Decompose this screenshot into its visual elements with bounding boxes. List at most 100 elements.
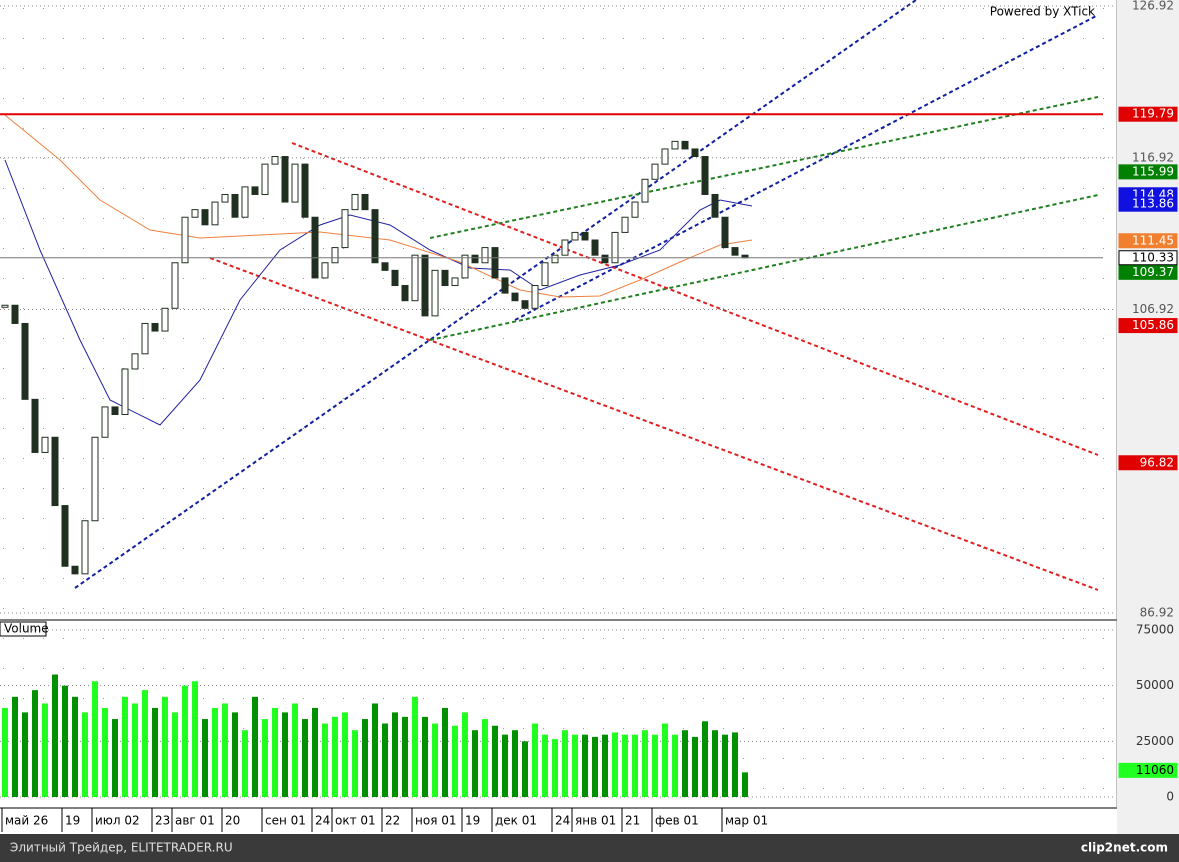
price-bar: [201, 209, 209, 226]
volume-bar: [552, 739, 558, 797]
volume-bar: [12, 696, 18, 797]
volume-bar: [472, 730, 478, 797]
last-volume-tag: 11060: [1136, 763, 1174, 777]
y-tick-label: 25000: [1136, 734, 1174, 748]
x-tick-label: 24: [315, 814, 330, 828]
price-bar: [671, 140, 679, 150]
price-bar: [311, 216, 319, 279]
x-tick-label: 20: [225, 814, 240, 828]
price-bar: [61, 505, 69, 567]
price-bar: [571, 231, 579, 241]
volume-bar: [612, 732, 618, 797]
price-bar: [601, 254, 609, 264]
price-bar: [361, 193, 369, 211]
volume-bar: [282, 712, 288, 797]
volume-bar: [522, 741, 528, 797]
volume-bar: [682, 730, 688, 797]
price-tag: 119.79: [1132, 107, 1174, 121]
volume-bar: [512, 730, 518, 797]
y-tick-label: 0: [1166, 790, 1174, 804]
x-tick-label: 24: [555, 814, 570, 828]
price-bar: [241, 186, 249, 218]
volume-bar: [482, 719, 488, 797]
volume-bar: [352, 730, 358, 797]
price-bar: [471, 254, 479, 264]
y-tick-label: 116.92: [1132, 150, 1174, 164]
price-bar: [151, 322, 159, 332]
volume-bar: [402, 716, 408, 797]
price-tag: 115.99: [1132, 164, 1174, 178]
price-bar: [81, 520, 89, 575]
price-tag: 105.86: [1132, 318, 1174, 332]
price-bar: [221, 193, 229, 203]
volume-bar: [242, 730, 248, 797]
last-volume-tag-box: [1118, 762, 1178, 778]
price-bar: [441, 269, 449, 287]
price-bar: [511, 292, 519, 302]
price-bar: [431, 269, 439, 317]
price-bar: [351, 193, 359, 211]
volume-bar: [342, 712, 348, 797]
price-bar: [381, 262, 389, 271]
price-bar: [331, 247, 339, 264]
y-tick-label: 50000: [1136, 678, 1174, 692]
price-bar: [551, 254, 559, 264]
price-bar: [1, 304, 9, 308]
volume-bar: [722, 734, 728, 797]
volume-bar: [362, 719, 368, 797]
price-bar: [591, 239, 599, 256]
price-bar: [371, 209, 379, 264]
price-bar: [21, 322, 29, 400]
volume-bar: [302, 719, 308, 797]
volume-bar: [92, 681, 98, 797]
volume-bar: [622, 734, 628, 797]
volume-bar: [562, 730, 568, 797]
volume-bar: [542, 734, 548, 797]
volume-bar: [742, 772, 748, 797]
price-bar: [291, 163, 299, 203]
price-tag: 109.37: [1132, 265, 1174, 279]
volume-bar: [32, 690, 38, 797]
trend-lines: [74, 0, 1099, 591]
volume-bar: [172, 712, 178, 797]
volume-bar: [452, 725, 458, 797]
volume-bar: [272, 707, 278, 797]
price-bar: [131, 353, 139, 370]
volume-bar: [602, 734, 608, 797]
volume-bar: [62, 685, 68, 797]
price-bar: [521, 300, 529, 309]
price-bar: [51, 436, 59, 507]
price-bar: [721, 216, 729, 249]
axis-panel: [1117, 0, 1179, 834]
volume-bar: [412, 696, 418, 797]
footer-site: Элитный Трейдер, ELITETRADER.RU: [10, 841, 233, 855]
price-bar: [101, 406, 109, 438]
volume-bar: [592, 736, 598, 797]
volume-bar: [102, 707, 108, 797]
volume-bar: [502, 734, 508, 797]
volume-bar: [122, 696, 128, 797]
volume-bar: [422, 716, 428, 797]
x-tick-label: мар 01: [725, 814, 768, 828]
volume-bar: [82, 712, 88, 797]
price-tag-box: [1118, 164, 1178, 180]
price-tag-box: [1118, 264, 1178, 280]
price-tag: 113.86: [1132, 197, 1174, 211]
price-bar: [11, 304, 19, 324]
x-tick-label: фев 01: [655, 814, 699, 828]
price-bar: [661, 148, 669, 165]
volume-bar: [262, 719, 268, 797]
volume-bar: [292, 703, 298, 797]
volume-bar: [702, 721, 708, 797]
volume-bar: [22, 712, 28, 797]
volume-bar: [382, 723, 388, 797]
volume-bar: [42, 703, 48, 797]
volume-bar: [322, 723, 328, 797]
price-bar: [181, 216, 189, 264]
price-bar: [631, 201, 639, 218]
volume-bar: [632, 734, 638, 797]
volume-bar: [142, 690, 148, 797]
price-tag-box: [1118, 455, 1178, 471]
x-tick-label: июл 02: [95, 814, 140, 828]
price-bar: [411, 254, 419, 302]
